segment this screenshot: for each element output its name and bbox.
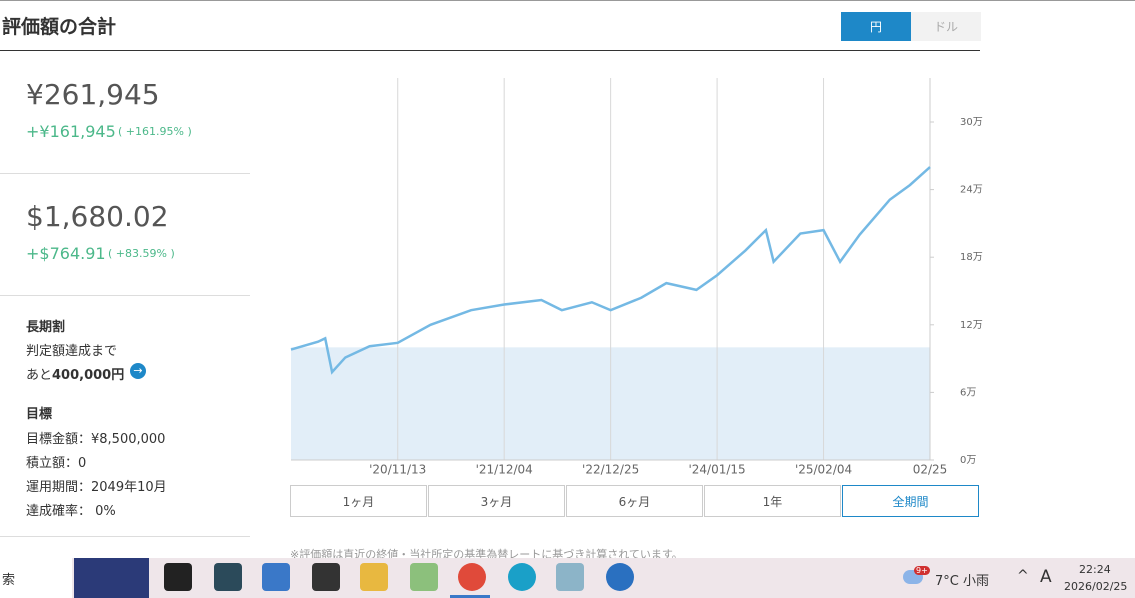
- goal-row: 積立額：0: [26, 456, 87, 471]
- x-tick-label: '22/12/25: [582, 463, 639, 477]
- goal-rows: 目標金額：¥8,500,000 積立額：0 運用期間：2049年10月 達成確率： 0…: [26, 428, 167, 524]
- search-image: [74, 558, 149, 598]
- y-tick-label: 30万: [960, 117, 983, 128]
- header-rule: [0, 50, 980, 51]
- usd-gain: +$764.91: [26, 244, 106, 263]
- period-button[interactable]: 全期間: [842, 485, 979, 517]
- period-button[interactable]: 1ヶ月: [290, 485, 427, 517]
- usd-total: $1,680.02: [26, 200, 169, 233]
- tray-arrow[interactable]: ^: [1017, 568, 1029, 584]
- period-button[interactable]: 6ヶ月: [566, 485, 703, 517]
- x-tick-label: '25/02/04: [795, 463, 852, 477]
- app-icon[interactable]: [606, 563, 634, 591]
- title: 評価額の合計: [2, 16, 117, 38]
- yen-button[interactable]: 円: [841, 12, 911, 41]
- period-button[interactable]: 1年: [704, 485, 841, 517]
- app-icon[interactable]: [164, 563, 192, 591]
- separator: [0, 173, 250, 174]
- active-indicator: [450, 595, 490, 598]
- ime-indicator[interactable]: A: [1040, 567, 1052, 587]
- yen-total: ¥261,945: [26, 78, 160, 111]
- x-tick-label: '21/12/04: [476, 463, 533, 477]
- app-icon[interactable]: [262, 563, 290, 591]
- y-tick-label: 0万: [960, 455, 976, 466]
- weather-text: 7°C 小雨: [935, 574, 989, 589]
- arrow-icon[interactable]: →: [130, 363, 146, 379]
- app-icon[interactable]: [410, 563, 438, 591]
- yen-gain-pct: ( +161.95% ): [118, 125, 192, 138]
- text: あと: [26, 368, 53, 383]
- top-border: [0, 0, 1135, 1]
- weather-badge: 9+: [914, 566, 930, 575]
- app-icon[interactable]: [458, 563, 486, 591]
- goal-row: 達成確率： 0%: [26, 504, 116, 519]
- x-tick-label: '20/11/13: [369, 463, 426, 477]
- yen-gain: +¥161,945: [26, 122, 116, 141]
- long-term-line: 判定額達成まで: [26, 344, 118, 359]
- goal-row: 目標金額：¥8,500,000: [26, 432, 166, 447]
- long-term-title: 長期割: [26, 320, 66, 335]
- amount: 400,000円: [52, 368, 125, 383]
- goal-title: 目標: [26, 407, 53, 422]
- period-button[interactable]: 3ヶ月: [428, 485, 565, 517]
- separator: [0, 536, 250, 537]
- app-icon[interactable]: [214, 563, 242, 591]
- clock-date: 2026/02/25: [1064, 580, 1128, 593]
- y-tick-label: 6万: [960, 387, 976, 398]
- app-icon[interactable]: [360, 563, 388, 591]
- long-term-line: あと400,000円: [26, 364, 124, 383]
- app-icon[interactable]: [508, 563, 536, 591]
- x-tick-label: '24/01/15: [688, 463, 745, 477]
- usd-gain-pct: ( +83.59% ): [108, 247, 175, 260]
- clock-time: 22:24: [1079, 563, 1111, 576]
- y-tick-label: 12万: [960, 320, 983, 331]
- separator: [0, 295, 250, 296]
- value-line: [290, 166, 931, 375]
- goal-row: 運用期間：2049年10月: [26, 480, 167, 495]
- y-tick-label: 24万: [960, 185, 983, 196]
- search-box[interactable]: 索: [0, 558, 72, 598]
- chart: '20/11/13 '21/12/04 '22/12/25 '24/01/15 '25/…: [290, 78, 983, 477]
- search-text: 索: [2, 573, 16, 588]
- y-tick-label: 18万: [960, 252, 983, 263]
- dollar-button[interactable]: ドル: [911, 12, 981, 41]
- x-tick-label: 02/25: [913, 463, 948, 477]
- app-icon[interactable]: [556, 563, 584, 591]
- footnote: ※評価額は直近の終値・当社所定の基準為替レートに基づき計算されています。: [290, 548, 683, 561]
- app-icon[interactable]: [312, 563, 340, 591]
